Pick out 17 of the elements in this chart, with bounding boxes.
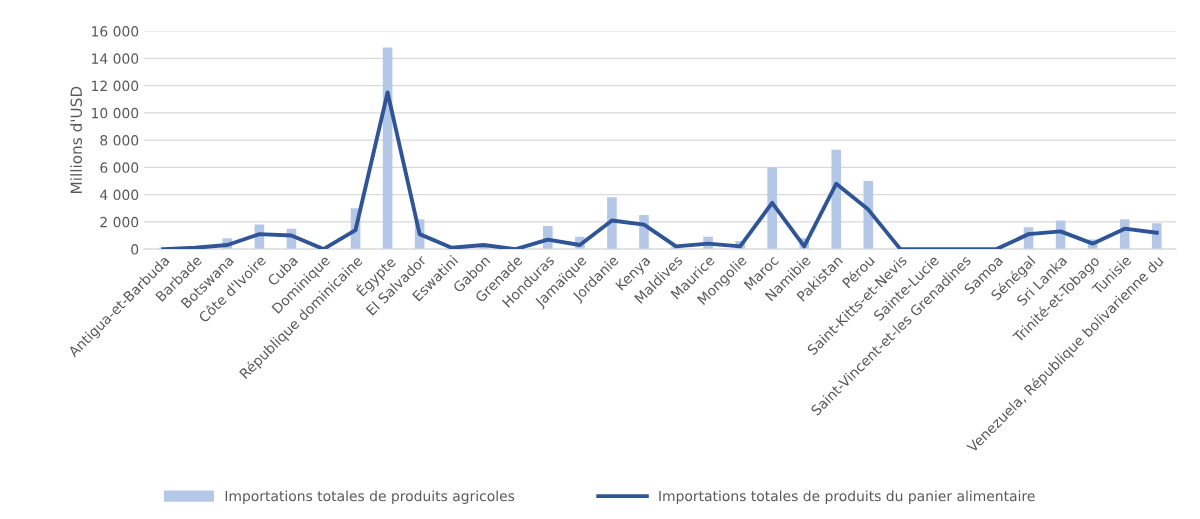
y-tick-label: 12 000 bbox=[92, 80, 139, 92]
y-tick-label: 14 000 bbox=[92, 53, 139, 64]
bar bbox=[607, 197, 617, 250]
bar bbox=[1151, 223, 1162, 250]
y-tick-label: 2 000 bbox=[100, 216, 139, 228]
y-tick-label: 8 000 bbox=[100, 135, 139, 146]
y-tick-label: 16 000 bbox=[92, 26, 139, 37]
y-tick-label: 6 000 bbox=[100, 162, 139, 173]
bar bbox=[831, 149, 842, 250]
legend-label: Importations totales de produits du panier alimentaire bbox=[659, 490, 1035, 504]
bar bbox=[767, 167, 777, 250]
y-axis-title: Millions d'USD bbox=[70, 86, 83, 193]
y-tick-label: 4 000 bbox=[100, 189, 139, 201]
legend-label: Importations totales de produits agricoles bbox=[225, 490, 515, 504]
y-tick-label: 0 bbox=[131, 244, 139, 255]
y-tick-label: 10 000 bbox=[92, 107, 139, 119]
line-series bbox=[161, 90, 1159, 250]
